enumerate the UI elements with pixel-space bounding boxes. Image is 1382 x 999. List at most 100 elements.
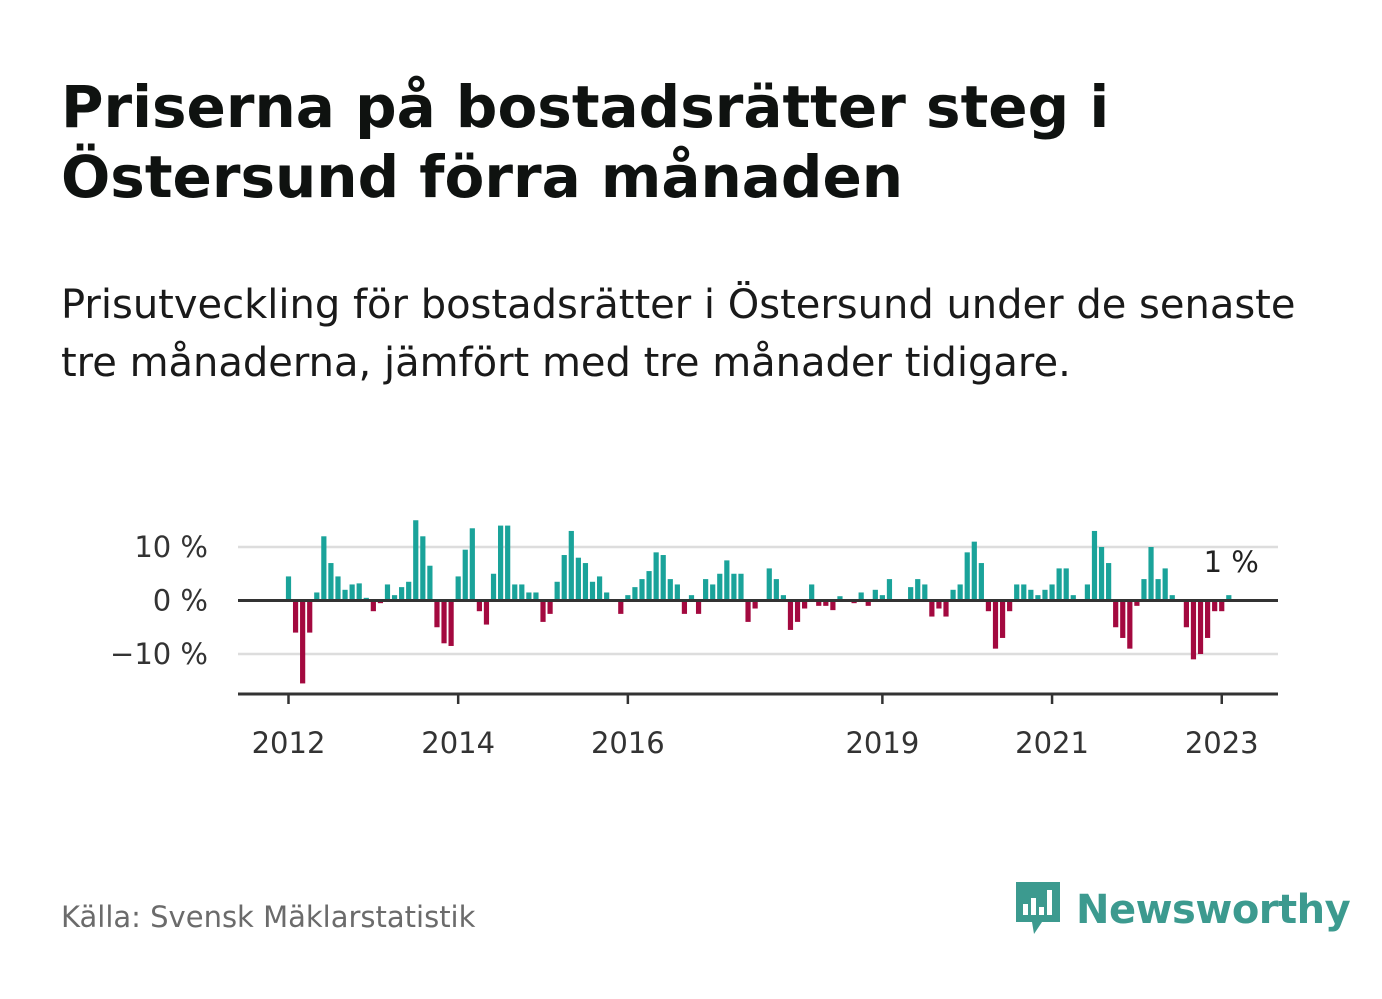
bar: [674, 584, 680, 601]
bar: [837, 596, 843, 601]
bar: [936, 600, 942, 609]
bar: [886, 579, 893, 601]
bar: [335, 576, 341, 601]
bar: [1183, 600, 1189, 628]
bar: [816, 600, 822, 606]
bar: [1021, 584, 1027, 601]
bar: [964, 552, 970, 601]
bar: [384, 584, 391, 601]
bar: [1127, 600, 1133, 649]
bar: [292, 600, 299, 633]
bar: [1205, 600, 1211, 638]
bar: [1098, 547, 1105, 601]
bar: [717, 573, 723, 601]
bar: [512, 584, 518, 601]
bar: [1134, 600, 1140, 606]
bar: [1106, 563, 1112, 601]
bar: [971, 541, 977, 601]
bar: [858, 592, 864, 601]
bar: [519, 584, 525, 601]
bar: [420, 536, 426, 601]
bar: [1120, 600, 1126, 638]
y-tick-label: −10 %: [110, 637, 208, 671]
source-note: Källa: Svensk Mäklarstatistik: [61, 900, 476, 934]
bar: [285, 576, 292, 601]
bar: [427, 565, 433, 601]
bar: [879, 595, 885, 601]
bar: [830, 600, 836, 611]
bar: [596, 576, 603, 601]
axes: [238, 599, 1278, 704]
bar: [1113, 600, 1119, 628]
bar: [589, 581, 596, 601]
bar: [314, 592, 320, 601]
bar: [1212, 600, 1218, 612]
bar: [505, 525, 511, 601]
bar: [1084, 584, 1091, 601]
bar: [943, 600, 949, 617]
tick-labels: 10 % 0 % −10 % 2012 2014 2016 2019 2021 2023 1 %: [110, 530, 1259, 760]
bar: [370, 600, 376, 612]
bar: [1091, 530, 1098, 601]
x-tick-label: 2019: [845, 726, 919, 760]
bar: [399, 587, 405, 601]
bar: [908, 587, 914, 601]
brand-logo[interactable]: Newsworthy: [1012, 878, 1351, 942]
bar: [561, 555, 567, 601]
bar: [660, 555, 666, 601]
bar: [1049, 584, 1055, 601]
latest-value-annotation: 1 %: [1204, 545, 1259, 579]
bar: [1169, 595, 1175, 601]
bar: [1155, 579, 1161, 601]
bar: [625, 595, 631, 601]
bar: [300, 600, 306, 684]
bar: [406, 581, 412, 601]
bar: [1162, 568, 1168, 601]
bar: [1014, 584, 1020, 601]
bar: [646, 571, 652, 601]
bar: [1028, 589, 1034, 601]
bar: [1007, 600, 1013, 612]
bar: [349, 584, 355, 601]
bar: [950, 589, 956, 601]
bar: [547, 600, 553, 614]
bar: [1035, 595, 1041, 601]
bar: [604, 592, 610, 601]
bar: [681, 600, 688, 614]
x-tick-label: 2012: [252, 726, 326, 760]
bar: [455, 576, 461, 601]
x-tick-label: 2023: [1185, 726, 1259, 760]
bar: [1141, 579, 1147, 601]
bar: [568, 530, 574, 601]
bars: [285, 520, 1232, 684]
bar: [1148, 547, 1154, 601]
bar: [915, 579, 921, 601]
bar: [787, 600, 794, 630]
bar: [462, 549, 468, 601]
bar: [1197, 600, 1204, 654]
bar: [434, 600, 440, 628]
bar: [575, 557, 581, 601]
bar: [1042, 589, 1048, 601]
bar: [441, 600, 447, 644]
bar: [1063, 568, 1069, 601]
bar: [780, 595, 786, 601]
bar: [618, 600, 624, 614]
brand-name: Newsworthy: [1076, 887, 1351, 933]
bar: [992, 600, 999, 649]
bar: [710, 584, 716, 601]
bar: [328, 563, 334, 601]
bar: [802, 600, 808, 609]
bar: [999, 600, 1006, 638]
bar: [554, 581, 560, 601]
bar: [724, 560, 730, 601]
bar: [469, 528, 475, 601]
bar: [653, 552, 659, 601]
bar: [773, 579, 779, 601]
bar: [1056, 568, 1062, 601]
grid-lines: [238, 545, 1278, 656]
bar: [391, 595, 398, 601]
bar: [703, 579, 709, 601]
x-tick-label: 2021: [1015, 726, 1089, 760]
bar: [1219, 600, 1225, 612]
